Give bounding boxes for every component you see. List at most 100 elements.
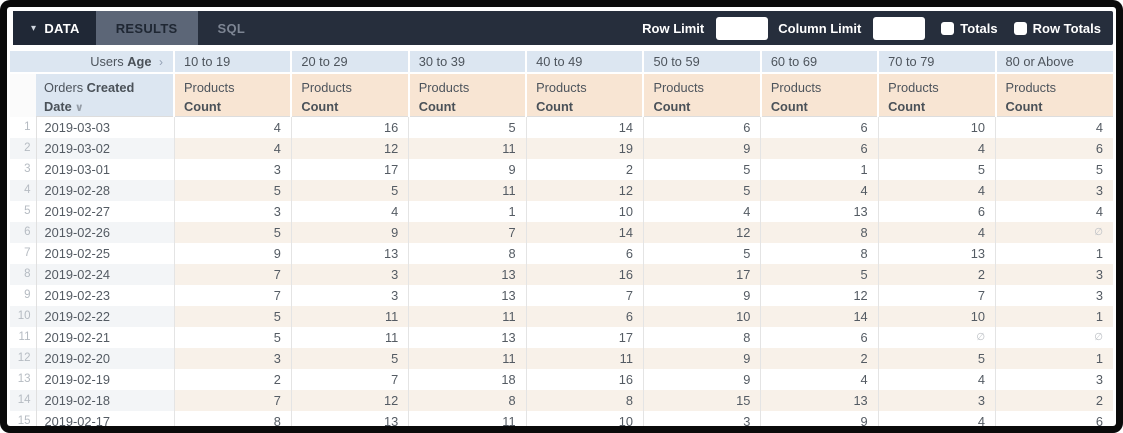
value-cell[interactable]: 1 bbox=[995, 305, 1113, 327]
value-cell[interactable]: 4 bbox=[877, 368, 996, 390]
value-cell[interactable]: 4 bbox=[877, 137, 996, 159]
measure-header[interactable]: Products Count bbox=[759, 73, 879, 118]
value-cell[interactable]: 11 bbox=[408, 137, 527, 159]
pivot-value-header[interactable]: 70 to 79 bbox=[877, 51, 996, 74]
date-cell[interactable]: 2019-02-20 bbox=[36, 347, 175, 369]
value-cell[interactable]: 13 bbox=[408, 326, 527, 348]
value-cell[interactable]: 6 bbox=[642, 116, 761, 138]
value-cell[interactable]: 11 bbox=[408, 179, 527, 201]
value-cell[interactable]: 3 bbox=[290, 263, 409, 285]
value-cell[interactable]: 12 bbox=[642, 221, 761, 243]
value-cell[interactable]: 2 bbox=[877, 263, 996, 285]
value-cell[interactable]: 1 bbox=[760, 158, 879, 180]
value-cell[interactable]: 7 bbox=[173, 389, 292, 411]
value-cell[interactable]: 6 bbox=[760, 116, 879, 138]
value-cell[interactable]: 6 bbox=[877, 200, 996, 222]
value-cell[interactable]: 5 bbox=[642, 158, 761, 180]
value-cell[interactable]: 9 bbox=[642, 368, 761, 390]
value-cell[interactable]: 4 bbox=[173, 116, 292, 138]
value-cell[interactable]: 13 bbox=[408, 284, 527, 306]
value-cell[interactable]: ∅ bbox=[995, 326, 1113, 348]
value-cell[interactable]: 16 bbox=[525, 263, 644, 285]
value-cell[interactable]: 4 bbox=[877, 410, 996, 426]
value-cell[interactable]: 8 bbox=[760, 221, 879, 243]
value-cell[interactable]: 9 bbox=[760, 410, 879, 426]
value-cell[interactable]: 5 bbox=[760, 263, 879, 285]
value-cell[interactable]: 5 bbox=[173, 221, 292, 243]
value-cell[interactable]: 13 bbox=[760, 389, 879, 411]
value-cell[interactable]: 5 bbox=[877, 347, 996, 369]
value-cell[interactable]: 16 bbox=[525, 368, 644, 390]
value-cell[interactable]: 1 bbox=[995, 242, 1113, 264]
value-cell[interactable]: 11 bbox=[525, 347, 644, 369]
value-cell[interactable]: 5 bbox=[290, 347, 409, 369]
value-cell[interactable]: 11 bbox=[290, 326, 409, 348]
date-cell[interactable]: 2019-02-24 bbox=[36, 263, 175, 285]
pivot-value-header[interactable]: 30 to 39 bbox=[407, 51, 527, 74]
totals-checkbox[interactable] bbox=[941, 21, 955, 35]
date-cell[interactable]: 2019-03-02 bbox=[36, 137, 175, 159]
value-cell[interactable]: 4 bbox=[760, 368, 879, 390]
value-cell[interactable]: 3 bbox=[642, 410, 761, 426]
value-cell[interactable]: 13 bbox=[877, 242, 996, 264]
value-cell[interactable]: 3 bbox=[877, 389, 996, 411]
value-cell[interactable]: 13 bbox=[760, 200, 879, 222]
value-cell[interactable]: 4 bbox=[995, 116, 1113, 138]
value-cell[interactable]: 5 bbox=[642, 179, 761, 201]
value-cell[interactable]: 5 bbox=[173, 326, 292, 348]
value-cell[interactable]: 2 bbox=[173, 368, 292, 390]
value-cell[interactable]: 10 bbox=[877, 305, 996, 327]
row-totals-checkbox[interactable] bbox=[1013, 21, 1027, 35]
date-cell[interactable]: 2019-02-22 bbox=[36, 305, 175, 327]
value-cell[interactable]: 4 bbox=[877, 221, 996, 243]
value-cell[interactable]: 11 bbox=[290, 305, 409, 327]
value-cell[interactable]: 6 bbox=[995, 137, 1113, 159]
value-cell[interactable]: 3 bbox=[995, 263, 1113, 285]
value-cell[interactable]: 3 bbox=[173, 200, 292, 222]
value-cell[interactable]: 8 bbox=[760, 242, 879, 264]
value-cell[interactable]: 11 bbox=[408, 305, 527, 327]
value-cell[interactable]: 1 bbox=[995, 347, 1113, 369]
value-cell[interactable]: 3 bbox=[173, 158, 292, 180]
value-cell[interactable]: ∅ bbox=[995, 221, 1113, 243]
date-cell[interactable]: 2019-03-01 bbox=[44, 161, 110, 177]
value-cell[interactable]: 1 bbox=[408, 200, 527, 222]
pivot-value-header[interactable]: 80 or Above bbox=[994, 51, 1113, 74]
value-cell[interactable]: 9 bbox=[290, 221, 409, 243]
date-cell[interactable]: 2019-02-27 bbox=[44, 203, 110, 219]
value-cell[interactable]: 8 bbox=[408, 389, 527, 411]
value-cell[interactable]: 12 bbox=[290, 389, 409, 411]
value-cell[interactable]: 9 bbox=[173, 242, 292, 264]
value-cell[interactable]: 3 bbox=[995, 284, 1113, 306]
value-cell[interactable]: 7 bbox=[525, 284, 644, 306]
value-cell[interactable]: 7 bbox=[173, 284, 292, 306]
value-cell[interactable]: 14 bbox=[525, 221, 644, 243]
value-cell[interactable]: 6 bbox=[760, 137, 879, 159]
date-cell[interactable]: 2019-02-18 bbox=[36, 389, 175, 411]
date-cell[interactable]: 2019-02-21 bbox=[44, 329, 110, 345]
value-cell[interactable]: 5 bbox=[173, 179, 292, 201]
measure-header[interactable]: Products Count bbox=[877, 73, 996, 118]
value-cell[interactable]: 11 bbox=[408, 347, 527, 369]
value-cell[interactable]: 5 bbox=[290, 179, 409, 201]
value-cell[interactable]: 12 bbox=[760, 284, 879, 306]
value-cell[interactable]: 6 bbox=[525, 305, 644, 327]
value-cell[interactable]: 4 bbox=[995, 200, 1113, 222]
pivot-value-header[interactable]: 60 to 69 bbox=[759, 51, 879, 74]
value-cell[interactable]: 17 bbox=[642, 263, 761, 285]
value-cell[interactable]: 2 bbox=[525, 158, 644, 180]
value-cell[interactable]: 15 bbox=[642, 389, 761, 411]
value-cell[interactable]: 4 bbox=[173, 137, 292, 159]
tab-results[interactable]: RESULTS bbox=[95, 11, 198, 45]
value-cell[interactable]: 12 bbox=[525, 179, 644, 201]
value-cell[interactable]: 8 bbox=[173, 410, 292, 426]
value-cell[interactable]: 18 bbox=[408, 368, 527, 390]
tab-sql[interactable]: SQL bbox=[217, 20, 246, 36]
value-cell[interactable]: 14 bbox=[760, 305, 879, 327]
value-cell[interactable]: 12 bbox=[290, 137, 409, 159]
pivot-value-header[interactable]: 20 to 29 bbox=[290, 51, 409, 74]
date-cell[interactable]: 2019-02-19 bbox=[44, 371, 110, 387]
pivot-value-header[interactable]: 10 to 19 bbox=[173, 51, 292, 74]
pivot-dimension-header[interactable]: Users Age › bbox=[10, 51, 175, 74]
value-cell[interactable]: 6 bbox=[525, 242, 644, 264]
